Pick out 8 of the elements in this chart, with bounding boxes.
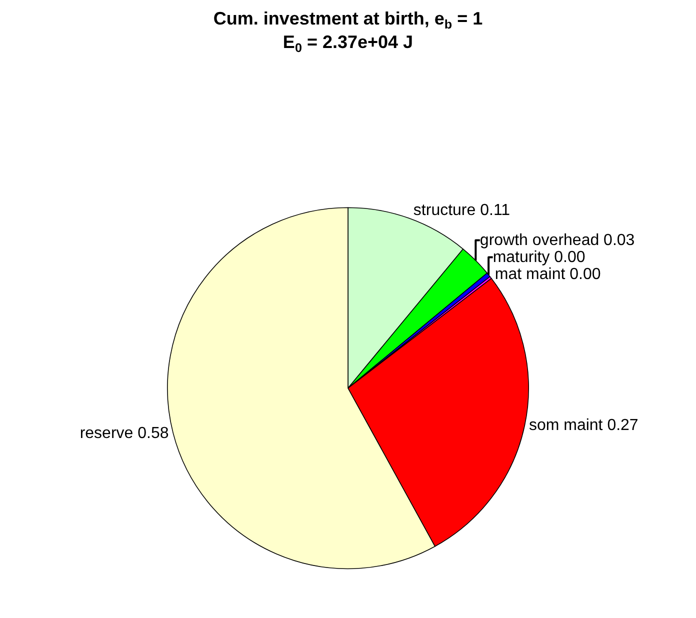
slice-label: som maint 0.27 (528, 417, 638, 434)
slice-label: reserve 0.58 (80, 425, 169, 442)
slice-label: structure 0.11 (413, 202, 510, 220)
slice-label: growth overhead 0.03 (480, 232, 635, 249)
chart-subtitle: E$_{0}$ = 2.37e+04 J (282, 32, 414, 55)
chart-title: Cum. investment at birth, e$_{b}$ = 1 (213, 8, 483, 32)
slice-label: mat maint 0.00 (494, 266, 601, 283)
slice-label: maturity 0.00 (492, 248, 586, 266)
